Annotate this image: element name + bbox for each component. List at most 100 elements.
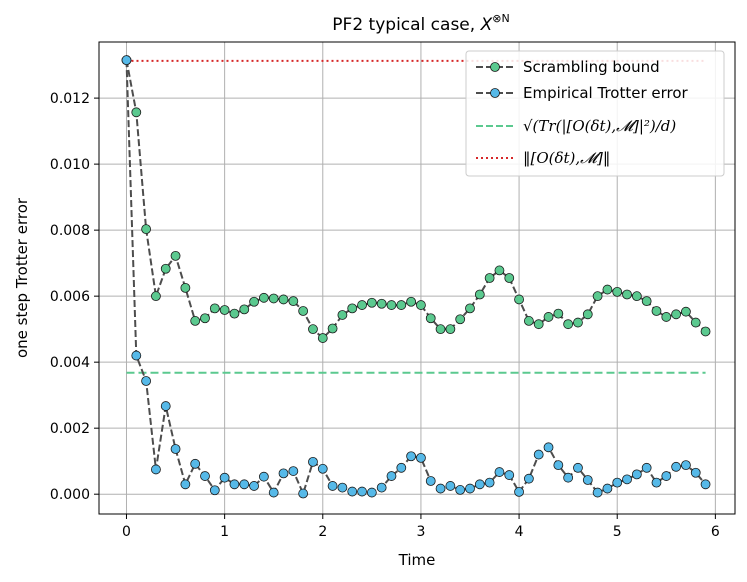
legend-marker-scrambling	[490, 62, 500, 72]
scrambling-bound-point	[268, 293, 279, 304]
empirical-trotter-error-point	[681, 460, 691, 471]
legend-label-sqrt-trace: √(Tr(|[O(δt),𝓜]|²)/d)	[523, 117, 676, 135]
plot-frame	[98, 41, 736, 515]
scrambling-bound-point	[651, 306, 662, 316]
empirical-trotter-error-point	[239, 479, 250, 490]
y-tick-label: 0.002	[50, 421, 90, 437]
empirical-trotter-error-point	[317, 463, 328, 474]
scrambling-bound-point	[376, 298, 387, 309]
x-tick-label: 4	[515, 524, 524, 540]
x-tick-label: 2	[318, 524, 327, 540]
legend-marker-empirical	[490, 88, 500, 98]
scrambling-bound-point	[533, 319, 544, 330]
scrambling-bound-point	[209, 303, 220, 314]
legend-label-empirical: Empirical Trotter error	[523, 84, 689, 102]
empirical-trotter-error-point	[504, 470, 515, 480]
empirical-trotter-error-point	[631, 469, 642, 480]
empirical-trotter-error-point	[209, 485, 220, 496]
empirical-trotter-error-point	[455, 485, 466, 495]
scrambling-bound-point	[573, 317, 583, 328]
empirical-trotter-error-point	[386, 471, 397, 481]
scrambling-bound-point	[229, 308, 240, 319]
scrambling-bound-point	[160, 263, 171, 274]
empirical-trotter-error-point	[484, 477, 495, 488]
scrambling-bound-point	[386, 300, 397, 310]
scrambling-bound-point	[661, 312, 672, 322]
empirical-trotter-error-point	[523, 473, 534, 484]
scrambling-bound-point	[298, 306, 309, 316]
empirical-trotter-error-point	[543, 442, 554, 453]
scrambling-bound-point	[200, 313, 210, 324]
scrambling-bound-point	[131, 107, 142, 118]
scrambling-bound-point	[602, 284, 613, 295]
plot-markers	[121, 55, 711, 499]
empirical-trotter-error-point	[514, 486, 524, 497]
scrambling-bound-point	[258, 292, 269, 303]
scrambling-bound-point	[435, 324, 446, 335]
empirical-trotter-error-point	[612, 477, 623, 488]
empirical-trotter-error-point	[170, 444, 181, 454]
empirical-trotter-error-point	[396, 462, 407, 473]
empirical-trotter-error-point	[131, 350, 142, 361]
y-tick-label: 0.010	[50, 157, 90, 173]
empirical-trotter-error-point	[180, 479, 191, 490]
legend-label-scrambling: Scrambling bound	[523, 58, 660, 76]
empirical-trotter-error-point	[298, 488, 309, 499]
empirical-trotter-error-point	[445, 481, 456, 491]
empirical-trotter-error-point	[337, 482, 348, 493]
empirical-trotter-error-point	[651, 477, 662, 488]
x-tick-label: 5	[613, 524, 622, 540]
scrambling-bound-point	[141, 224, 152, 235]
scrambling-bound-point	[278, 294, 289, 305]
scrambling-bound-point	[631, 291, 642, 302]
scrambling-bound-point	[514, 294, 524, 305]
scrambling-bound-point	[671, 309, 682, 320]
empirical-trotter-error-point	[357, 486, 367, 497]
empirical-trotter-error-point	[563, 472, 574, 483]
y-tick-label: 0.008	[50, 223, 90, 239]
scrambling-bound-point	[690, 317, 701, 328]
scrambling-bound-point	[357, 300, 367, 310]
empirical-trotter-error-point	[347, 486, 358, 497]
empirical-trotter-error-point	[141, 376, 152, 386]
scrambling-bound-point	[190, 316, 201, 326]
scrambling-bound-point	[396, 300, 407, 310]
chart-title: PF2 typical case, X⊗N	[332, 12, 509, 35]
empirical-trotter-error-point	[366, 487, 377, 498]
empirical-trotter-error-point	[641, 462, 652, 473]
scrambling-bound-point	[592, 291, 603, 302]
empirical-trotter-error-point	[288, 466, 299, 476]
empirical-trotter-error-point	[190, 458, 201, 469]
y-tick-label: 0.012	[50, 91, 90, 107]
empirical-trotter-error-point	[308, 456, 318, 467]
empirical-trotter-error-point	[249, 481, 259, 491]
scrambling-bound-point	[484, 273, 495, 283]
legend-box	[465, 50, 725, 177]
scrambling-bound-point	[337, 310, 348, 320]
y-tick-label: 0.000	[50, 487, 90, 503]
empirical-trotter-error-point	[435, 483, 446, 494]
scrambling-bound-point	[347, 303, 358, 314]
empirical-trotter-error-point	[474, 479, 485, 490]
scrambling-bound-point	[151, 291, 161, 302]
empirical-trotter-error-point	[121, 55, 132, 66]
scrambling-bound-point	[681, 306, 691, 317]
scrambling-bound-point	[504, 273, 515, 283]
scrambling-bound-point	[416, 300, 426, 310]
scrambling-bound-point	[474, 289, 485, 300]
x-axis-label: Time	[398, 551, 436, 569]
empirical-trotter-error-point	[533, 449, 544, 460]
scrambling-bound-point	[445, 324, 456, 335]
empirical-trotter-error-point	[690, 467, 701, 478]
empirical-trotter-error-point	[327, 481, 338, 491]
empirical-trotter-error-point	[592, 487, 603, 498]
scrambling-bound-point	[612, 286, 623, 297]
empirical-trotter-error-point	[151, 464, 161, 475]
empirical-trotter-error-point	[278, 468, 289, 479]
x-tick-label: 3	[416, 524, 425, 540]
scrambling-bound-point	[327, 323, 338, 334]
empirical-trotter-error-point	[582, 475, 593, 485]
empirical-trotter-error-point	[573, 462, 583, 473]
scrambling-bound-point	[700, 326, 711, 337]
